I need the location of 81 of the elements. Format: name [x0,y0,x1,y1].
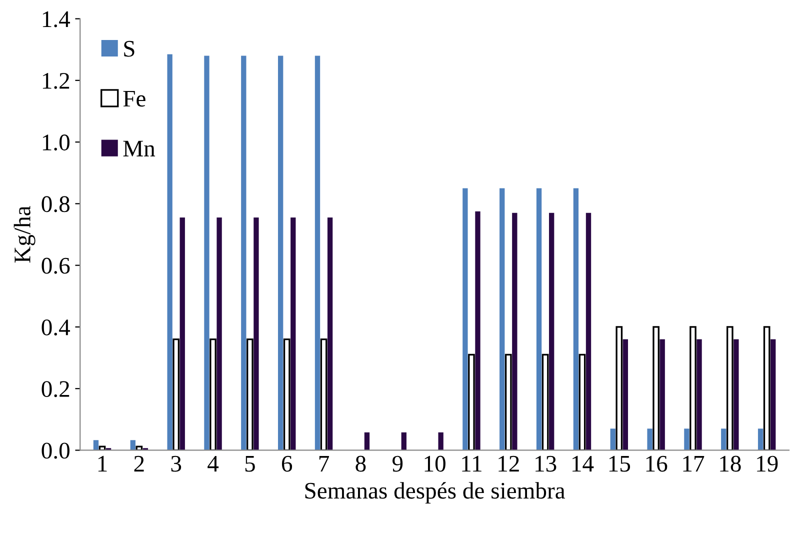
bar [462,188,468,450]
legend-label: Fe [123,90,146,107]
bar [475,211,480,450]
bar [216,218,222,450]
bar [438,432,444,450]
bar [549,212,554,450]
x-tick-label: 2 [134,456,144,472]
y-tick-label: 0.6 [42,258,70,274]
bar [726,326,734,450]
x-tick-label: 15 [609,456,630,472]
y-tick-label: 1.0 [42,134,70,151]
bar [364,432,370,450]
bar [500,188,505,450]
bar [610,428,616,450]
bar [542,354,549,450]
bar [254,218,259,450]
bar [180,218,185,450]
x-axis-title: Semanas despés de siembra [305,482,566,504]
bar [468,354,475,450]
x-tick-label: 11 [462,456,482,472]
bar [167,54,172,450]
y-tick-label: 1.4 [42,11,70,28]
x-tick-label: 6 [282,456,292,472]
bar [290,218,296,450]
bar [278,56,284,450]
bar [652,326,660,450]
y-tick-label: 0.4 [42,319,70,336]
bar [734,339,739,450]
x-tick-label: 14 [572,456,594,472]
bar [401,432,406,450]
bar [98,446,106,450]
bar [241,56,246,450]
bar [327,218,333,450]
x-tick-label: 8 [356,456,366,472]
bar [130,440,136,450]
bar [536,188,542,450]
bar [721,428,726,450]
y-tick-label: 0.8 [42,196,70,212]
bar [204,56,210,450]
bar [246,338,254,450]
bar [622,339,628,450]
x-tick-label: 4 [208,456,219,472]
x-tick-label: 16 [646,456,668,472]
bar [660,339,665,450]
bar [770,339,776,450]
bar [93,440,99,450]
bar [504,354,512,450]
x-tick-label: 10 [424,456,446,472]
bar [690,326,696,450]
x-tick-label: 17 [683,456,704,472]
x-tick-label: 9 [392,456,403,472]
bar [512,212,518,450]
x-tick-label: 1 [98,456,107,472]
bar [758,428,764,450]
bar [314,56,320,450]
bar [616,326,623,450]
bar [684,428,690,450]
x-tick-label: 19 [757,456,778,472]
legend-label: Mn [123,140,156,156]
bar [647,428,652,450]
bar [283,338,290,450]
bar [763,326,770,450]
y-axis-title: Kg/ha [14,206,36,263]
bar [210,338,216,450]
x-tick-label: 18 [720,456,741,472]
y-tick-label: 1.2 [42,72,70,89]
bar [172,338,180,450]
x-tick-label: 5 [245,456,255,472]
x-tick-label: 3 [171,456,182,472]
bar [136,446,143,450]
y-tick-label: 0.2 [42,381,70,398]
bar [573,188,579,450]
x-tick-label: 12 [498,456,519,472]
x-tick-label: 13 [536,456,556,472]
legend-label: S [124,40,134,57]
x-tick-label: 7 [319,456,330,472]
bar [320,338,328,450]
y-tick-label: 0.0 [42,442,70,459]
bar [586,212,592,450]
bar [578,354,586,450]
bar [696,339,702,450]
